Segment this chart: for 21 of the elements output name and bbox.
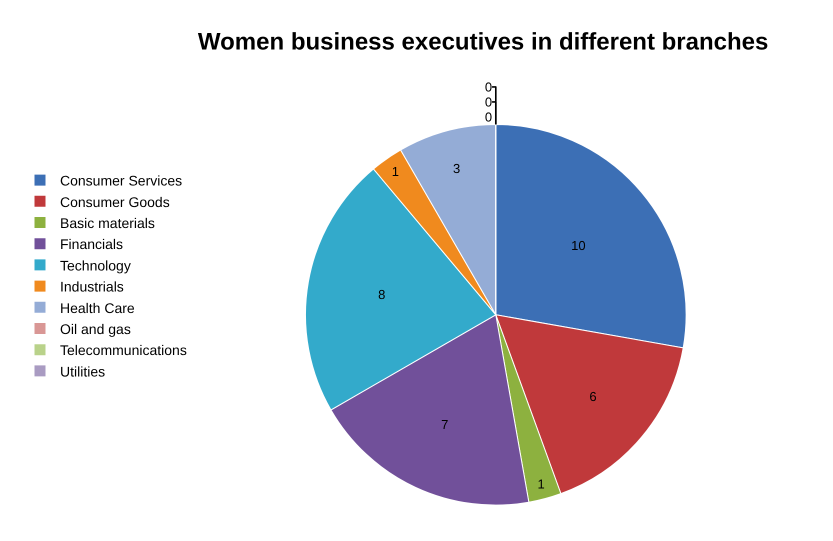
- data-label: 3: [453, 161, 460, 176]
- data-label: 7: [441, 416, 448, 432]
- data-label: 1: [392, 164, 400, 179]
- legend-label: Oil and gas: [60, 320, 131, 337]
- legend-label: Health Care: [60, 300, 135, 316]
- legend-label: Industrials: [60, 278, 124, 295]
- legend-label: Consumer Goods: [60, 194, 170, 210]
- legend-label: Telecommunications: [60, 342, 187, 358]
- data-label: 10: [571, 238, 586, 254]
- legend-label: Utilities: [60, 363, 106, 380]
- text: 0: [484, 94, 492, 110]
- legend-label: Technology: [60, 257, 131, 274]
- legend-label: Consumer Services: [60, 172, 182, 189]
- legend-label: Basic materials: [60, 214, 155, 231]
- data-label: 1: [537, 476, 545, 492]
- chart-title: Women business executives in different branches: [198, 28, 768, 56]
- data-label: 6: [589, 388, 597, 404]
- text: 0: [484, 79, 492, 94]
- legend-label: Financials: [60, 236, 124, 252]
- data-label: 8: [378, 287, 386, 302]
- text: 0: [484, 109, 492, 124]
